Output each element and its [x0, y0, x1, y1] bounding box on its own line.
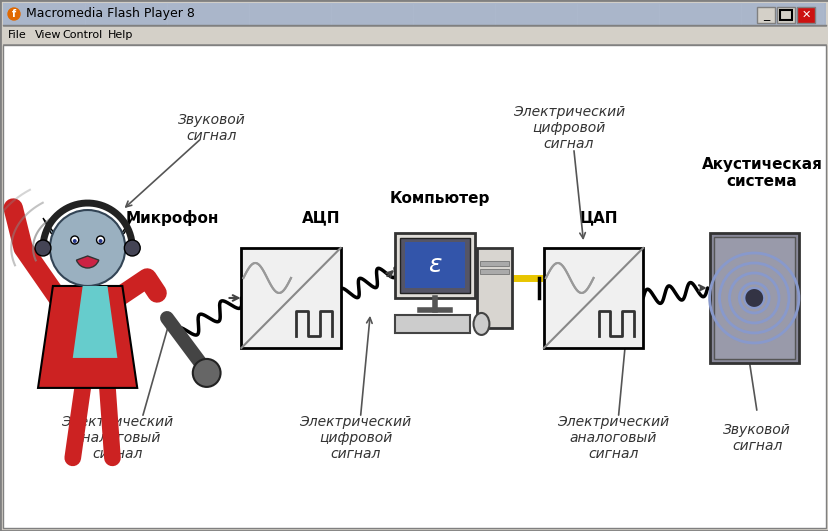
Polygon shape: [38, 286, 137, 388]
Text: Электрический
аналоговый
сигнал: Электрический аналоговый сигнал: [61, 415, 173, 461]
Bar: [400, 238, 469, 293]
Text: ЦАП: ЦАП: [579, 210, 617, 226]
Text: Звуковой
сигнал: Звуковой сигнал: [177, 113, 245, 143]
Wedge shape: [76, 256, 99, 268]
Polygon shape: [43, 218, 58, 238]
Text: Control: Control: [62, 30, 102, 40]
Text: Компьютер: Компьютер: [389, 191, 489, 205]
Bar: [776, 7, 794, 23]
Text: Акустическая
система: Акустическая система: [701, 157, 821, 189]
Polygon shape: [73, 286, 118, 358]
Bar: [480, 269, 508, 274]
Circle shape: [124, 240, 140, 256]
Polygon shape: [118, 218, 132, 238]
Bar: [779, 10, 791, 20]
Text: Электрический
цифровой
сигнал: Электрический цифровой сигнал: [512, 105, 624, 151]
Ellipse shape: [473, 313, 489, 335]
Bar: [3, 26, 825, 44]
Circle shape: [193, 359, 220, 387]
Bar: [756, 7, 774, 23]
Circle shape: [99, 239, 103, 243]
Bar: [241, 248, 340, 348]
Text: File: File: [8, 30, 26, 40]
Text: Микрофон: Микрофон: [125, 210, 219, 226]
Text: АЦП: АЦП: [301, 210, 339, 226]
Text: f: f: [12, 9, 16, 19]
Bar: [713, 237, 794, 359]
Circle shape: [50, 210, 125, 286]
Bar: [3, 3, 825, 25]
Bar: [477, 248, 512, 328]
Text: Электрический
цифровой
сигнал: Электрический цифровой сигнал: [299, 415, 411, 461]
Text: Help: Help: [108, 30, 133, 40]
Text: _: _: [762, 8, 768, 21]
Text: Электрический
аналоговый
сигнал: Электрический аналоговый сигнал: [556, 415, 669, 461]
Text: View: View: [35, 30, 61, 40]
Bar: [543, 248, 643, 348]
Bar: [709, 233, 798, 363]
Circle shape: [96, 236, 104, 244]
Circle shape: [744, 288, 763, 308]
Bar: [395, 233, 474, 298]
Circle shape: [73, 239, 77, 243]
Text: ε: ε: [427, 253, 441, 277]
Circle shape: [35, 240, 51, 256]
Text: ✕: ✕: [801, 10, 810, 20]
Circle shape: [70, 236, 79, 244]
Bar: [405, 242, 464, 288]
Text: Macromedia Flash Player 8: Macromedia Flash Player 8: [26, 7, 195, 21]
Bar: [395, 315, 469, 333]
Text: Звуковой
сигнал: Звуковой сигнал: [723, 423, 790, 453]
Bar: [480, 261, 508, 266]
Bar: [796, 7, 814, 23]
Circle shape: [8, 8, 20, 20]
